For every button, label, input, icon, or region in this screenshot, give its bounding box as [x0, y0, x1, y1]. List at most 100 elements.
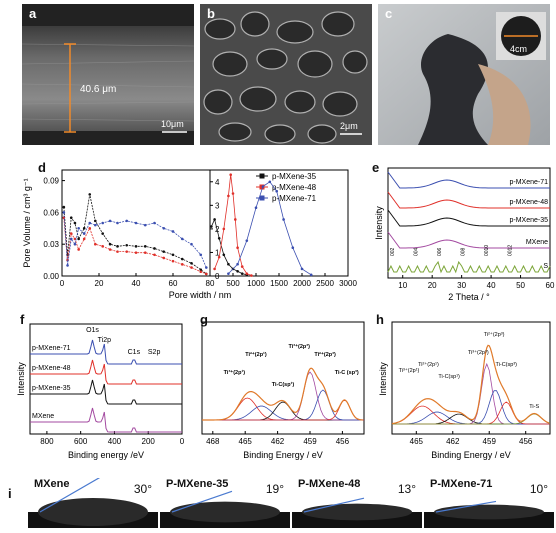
data-point: [125, 250, 129, 253]
panel-label-d: d: [38, 160, 46, 175]
xps-survey-chart: 800 600 400 200 0 Binding energy /eV Intensity…: [16, 323, 185, 460]
data-point: [77, 248, 80, 251]
x-tick-label: 20: [95, 279, 104, 288]
contact-angle-value: 19°: [265, 482, 284, 496]
data-point: [231, 192, 235, 195]
inset-scale-label: 4cm: [510, 44, 528, 54]
x-axis-label: 2 Theta / °: [448, 292, 490, 302]
x-tick-label: 40: [132, 279, 141, 288]
y2-tick-label: 2: [215, 225, 220, 234]
series-label: p-MXene-71: [32, 345, 71, 352]
data-point: [199, 253, 203, 257]
fit-component-line: [202, 399, 365, 421]
y-tick-label: 0.03: [43, 240, 59, 249]
data-point: [94, 219, 97, 223]
x-tick-label: 40: [487, 281, 496, 290]
x-tick-label: 60: [546, 281, 555, 290]
data-point: [73, 237, 77, 241]
contact-angle-value: 13°: [397, 482, 416, 496]
data-point: [171, 253, 175, 257]
thickness-measure: 40.6 μm: [80, 84, 117, 95]
series-label: S: [543, 263, 548, 270]
x-tick-label: 60: [169, 279, 178, 288]
contact-angle-image: MXene 30°: [28, 476, 158, 528]
xps-series-line: [30, 407, 182, 433]
y-axis-label: Intensity: [378, 362, 388, 396]
x-tick-label: 462: [446, 437, 460, 446]
x-axis-label: Binding Energy / eV: [431, 450, 511, 460]
x-tick-label: 800: [40, 437, 54, 446]
scalebar-label-b: 2μm: [340, 121, 358, 131]
x-tick-label: 0: [180, 437, 185, 446]
sem-cross-section-image: a 40.6 μm 10μm: [22, 4, 194, 145]
peak-label: 004: [413, 247, 419, 256]
envelope-line: [201, 367, 363, 421]
data-point: [134, 251, 138, 254]
data-point: [143, 245, 147, 248]
peak-label: Ti³⁺(2p³): [468, 349, 489, 356]
data-point: [217, 237, 221, 240]
data-point: [282, 218, 285, 221]
peak-label: Ti²⁺(2p³): [484, 331, 505, 338]
data-point: [275, 189, 279, 193]
data-point: [143, 223, 147, 227]
envelope-line: [391, 344, 550, 425]
y-axis-label: Pore Volume / cm³ g⁻¹: [22, 178, 32, 267]
data-point: [125, 219, 129, 223]
x-tick-label: 468: [206, 437, 220, 446]
sample-name: P-MXene-71: [430, 478, 493, 490]
panel-label-a: a: [29, 6, 37, 21]
x-tick-label: 10: [398, 281, 407, 290]
x-tick-label: 0: [60, 279, 65, 288]
data-point: [162, 250, 166, 253]
contact-angle-row: MXene 30° P-MXene-35 19° P-MXene-48 13° P-MXen…: [28, 476, 556, 528]
sem-porous-image: b 2μm: [200, 4, 372, 145]
data-point: [69, 232, 73, 235]
film-photo: c 4cm: [378, 4, 550, 145]
data-point: [162, 227, 166, 230]
panel-label-b: b: [207, 6, 215, 21]
data-point: [180, 263, 184, 266]
data-point: [171, 230, 175, 233]
data-point: [101, 245, 104, 248]
data-point: [236, 246, 239, 250]
data-point: [153, 253, 156, 257]
data-point: [222, 253, 226, 257]
series-label: p-MXene-48: [509, 199, 548, 206]
peak-label: 006: [437, 247, 443, 256]
data-point: [222, 227, 226, 231]
data-point: [190, 261, 193, 265]
data-point: [199, 270, 203, 274]
sample-name: P-MXene-35: [166, 478, 229, 490]
x-tick-label: 456: [519, 437, 533, 446]
peak-label: Ti-C(sp¹): [272, 381, 295, 388]
x-tick-label: 465: [239, 437, 253, 446]
data-point: [205, 272, 208, 276]
peak-label: Ti-S: [529, 404, 539, 410]
peak-label: O1s: [86, 327, 99, 334]
data-point: [94, 223, 97, 227]
xrd-series-line: [387, 191, 550, 209]
data-point: [77, 227, 80, 230]
plot-frame: [201, 321, 365, 435]
peak-label: Ti²⁺(2p¹): [418, 361, 439, 368]
fit-component-line: [202, 371, 364, 421]
data-point: [190, 266, 193, 269]
data-point: [82, 237, 86, 241]
data-point: [234, 218, 237, 221]
data-point: [73, 242, 77, 246]
data-point: [245, 239, 249, 242]
data-point: [153, 221, 156, 225]
x-axis-label: Binding Energy / eV: [243, 450, 323, 460]
x-axis-label: Binding energy /eV: [68, 450, 144, 460]
data-point: [217, 255, 221, 259]
xps-series-line: [30, 339, 182, 365]
data-point: [62, 205, 66, 209]
x2-tick-label: 1000: [247, 279, 265, 288]
series-label: p-MXene-48: [32, 365, 71, 372]
x-tick-label: 459: [303, 437, 317, 446]
data-point: [162, 256, 166, 260]
peak-label: 002: [390, 247, 396, 256]
series-label: MXene: [32, 413, 54, 420]
